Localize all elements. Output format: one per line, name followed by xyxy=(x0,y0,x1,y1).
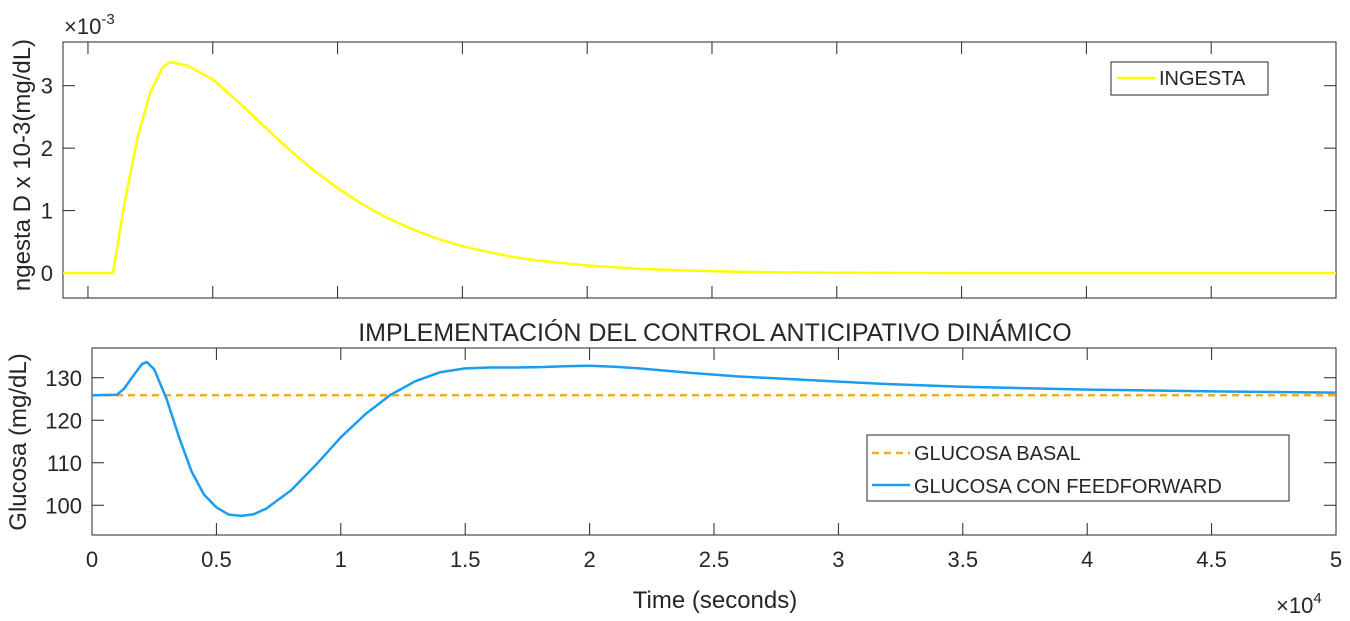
legend-label-ingesta: INGESTA xyxy=(1159,68,1246,90)
top-legend: INGESTA xyxy=(1110,61,1269,96)
bottom-xtick-label: 3.5 xyxy=(948,547,979,572)
bottom-legend-box xyxy=(866,434,1290,502)
series-line-glucosa-con-feedforward xyxy=(91,360,1337,518)
top-y-multiplier: ×10-3 xyxy=(64,11,115,39)
bottom-ytick-labels: 100 110 120 130 xyxy=(45,366,82,519)
top-series-group xyxy=(63,60,1336,275)
bottom-tick-marks xyxy=(91,348,1337,535)
bottom-series-group xyxy=(91,360,1337,518)
bottom-legend: GLUCOSA BASAL GLUCOSA CON FEEDFORWARD xyxy=(866,434,1290,502)
bottom-x-multiplier: ×104 xyxy=(1276,590,1322,618)
bottom-panel: IMPLEMENTACIÓN DEL CONTROL ANTICIPATIVO … xyxy=(5,318,1342,618)
legend-label-glucosa-basal: GLUCOSA BASAL xyxy=(914,443,1081,465)
bottom-title: IMPLEMENTACIÓN DEL CONTROL ANTICIPATIVO … xyxy=(358,318,1072,347)
bottom-ytick-label: 100 xyxy=(45,493,82,518)
top-ytick-label: 2 xyxy=(41,136,53,161)
bottom-xtick-label: 0.5 xyxy=(201,547,232,572)
top-ytick-label: 1 xyxy=(41,199,53,224)
top-panel: 0 1 2 3 ×10-3 ngesta D x 10-3(mg/dL) INGEST… xyxy=(9,11,1337,299)
top-ylabel: ngesta D x 10-3(mg/dL) xyxy=(9,39,36,291)
bottom-xtick-label: 4.5 xyxy=(1196,547,1227,572)
top-legend-box xyxy=(1110,61,1269,96)
legend-label-glucosa-feedforward: GLUCOSA CON FEEDFORWARD xyxy=(914,476,1222,498)
bottom-xtick-label: 2.5 xyxy=(699,547,730,572)
series-line-ingesta xyxy=(63,60,1336,275)
bottom-xtick-label: 1.5 xyxy=(450,547,481,572)
bottom-xtick-labels: 0 0.5 1 1.5 2 2.5 3 3.5 4 4.5 5 xyxy=(86,547,1342,572)
bottom-xtick-label: 0 xyxy=(86,547,98,572)
bottom-xtick-label: 5 xyxy=(1330,547,1342,572)
bottom-ytick-label: 120 xyxy=(45,408,82,433)
bottom-xtick-label: 2 xyxy=(583,547,595,572)
top-ytick-labels: 0 1 2 3 xyxy=(41,74,53,286)
bottom-xtick-label: 4 xyxy=(1081,547,1093,572)
bottom-xtick-label: 1 xyxy=(335,547,347,572)
top-ytick-label: 3 xyxy=(41,74,53,99)
bottom-ytick-label: 130 xyxy=(45,366,82,391)
bottom-ytick-label: 110 xyxy=(47,451,82,476)
top-ytick-label: 0 xyxy=(41,261,53,286)
bottom-ylabel: Glucosa (mg/dL) xyxy=(5,353,32,530)
bottom-xtick-label: 3 xyxy=(832,547,844,572)
bottom-xlabel: Time (seconds) xyxy=(633,587,797,614)
